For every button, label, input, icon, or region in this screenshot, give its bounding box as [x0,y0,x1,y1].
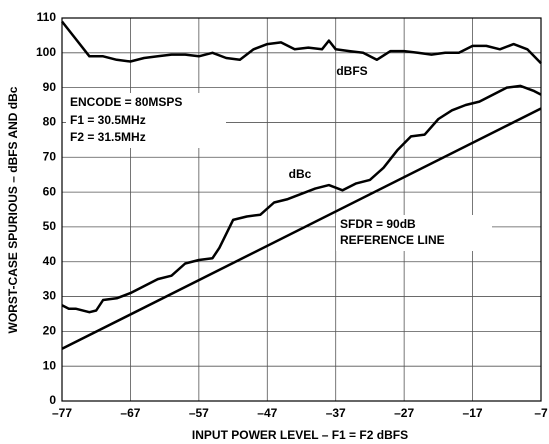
x-tick-label: –7 [534,406,548,420]
x-tick-label: –57 [189,406,209,420]
annotation: F1 = 30.5MHz [70,113,146,127]
annotation-box [336,215,492,251]
x-axis-label: INPUT POWER LEVEL – F1 = F2 dBFS [192,428,408,442]
series-line [61,20,542,65]
annotation-box [66,93,226,148]
series-line [61,107,542,350]
y-tick-label: 110 [37,10,57,24]
annotation: ENCODE = 80MSPS [70,95,182,109]
y-axis-label: WORST-CASE SPURIOUS – dBFS AND dBc [6,86,20,333]
y-tick-label: 0 [49,393,56,407]
y-tick-label: 100 [36,45,56,59]
x-tick-label: –47 [257,406,277,420]
y-tick-label: 20 [43,324,57,338]
plot-frame [61,17,542,402]
annotation: dBc [289,167,312,181]
y-tick-label: 90 [43,80,57,94]
y-tick-label: 10 [43,358,57,372]
x-tick-label: –67 [120,406,140,420]
y-tick-label: 60 [43,184,57,198]
y-tick-label: 80 [43,115,57,129]
x-tick-label: –27 [394,406,414,420]
y-tick-label: 30 [43,289,57,303]
y-tick-label: 40 [43,254,57,268]
series-line [61,84,542,314]
x-tick-label: –17 [463,406,483,420]
x-tick-label: –37 [326,406,346,420]
y-tick-label: 70 [43,149,57,163]
annotation: F2 = 31.5MHz [70,130,146,144]
annotation: REFERENCE LINE [340,233,445,247]
x-tick-label: –77 [52,406,72,420]
annotation: SFDR = 90dB [340,217,416,231]
annotation: dBFS [336,64,367,78]
y-tick-label: 50 [43,219,57,233]
